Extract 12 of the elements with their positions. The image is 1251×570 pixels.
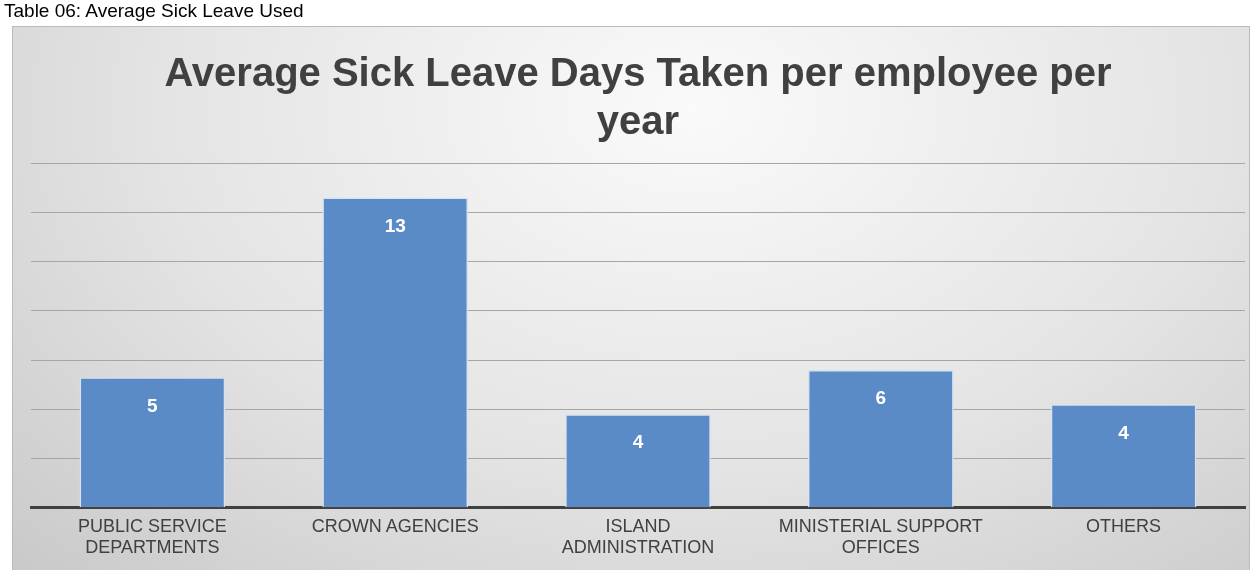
data-label: 6 <box>875 387 887 409</box>
data-label: 5 <box>147 394 159 416</box>
x-tick-label: OTHERS <box>1086 515 1162 536</box>
data-label: 13 <box>384 214 406 236</box>
chart-title: Average Sick Leave Days Taken per employee per year <box>164 50 1112 143</box>
x-tick-label: ISLAND ADMINISTRATION <box>561 515 715 558</box>
x-tick-label: CROWN AGENCIES <box>311 515 479 536</box>
x-tick-label: PUBLIC SERVICE DEPARTMENTS <box>78 515 227 558</box>
data-label: 4 <box>632 431 644 453</box>
caption: Table 06: Average Sick Leave Used <box>4 0 304 22</box>
x-tick-label: MINISTERIAL SUPPORT OFFICES <box>778 515 983 558</box>
data-label: 4 <box>1118 421 1130 443</box>
